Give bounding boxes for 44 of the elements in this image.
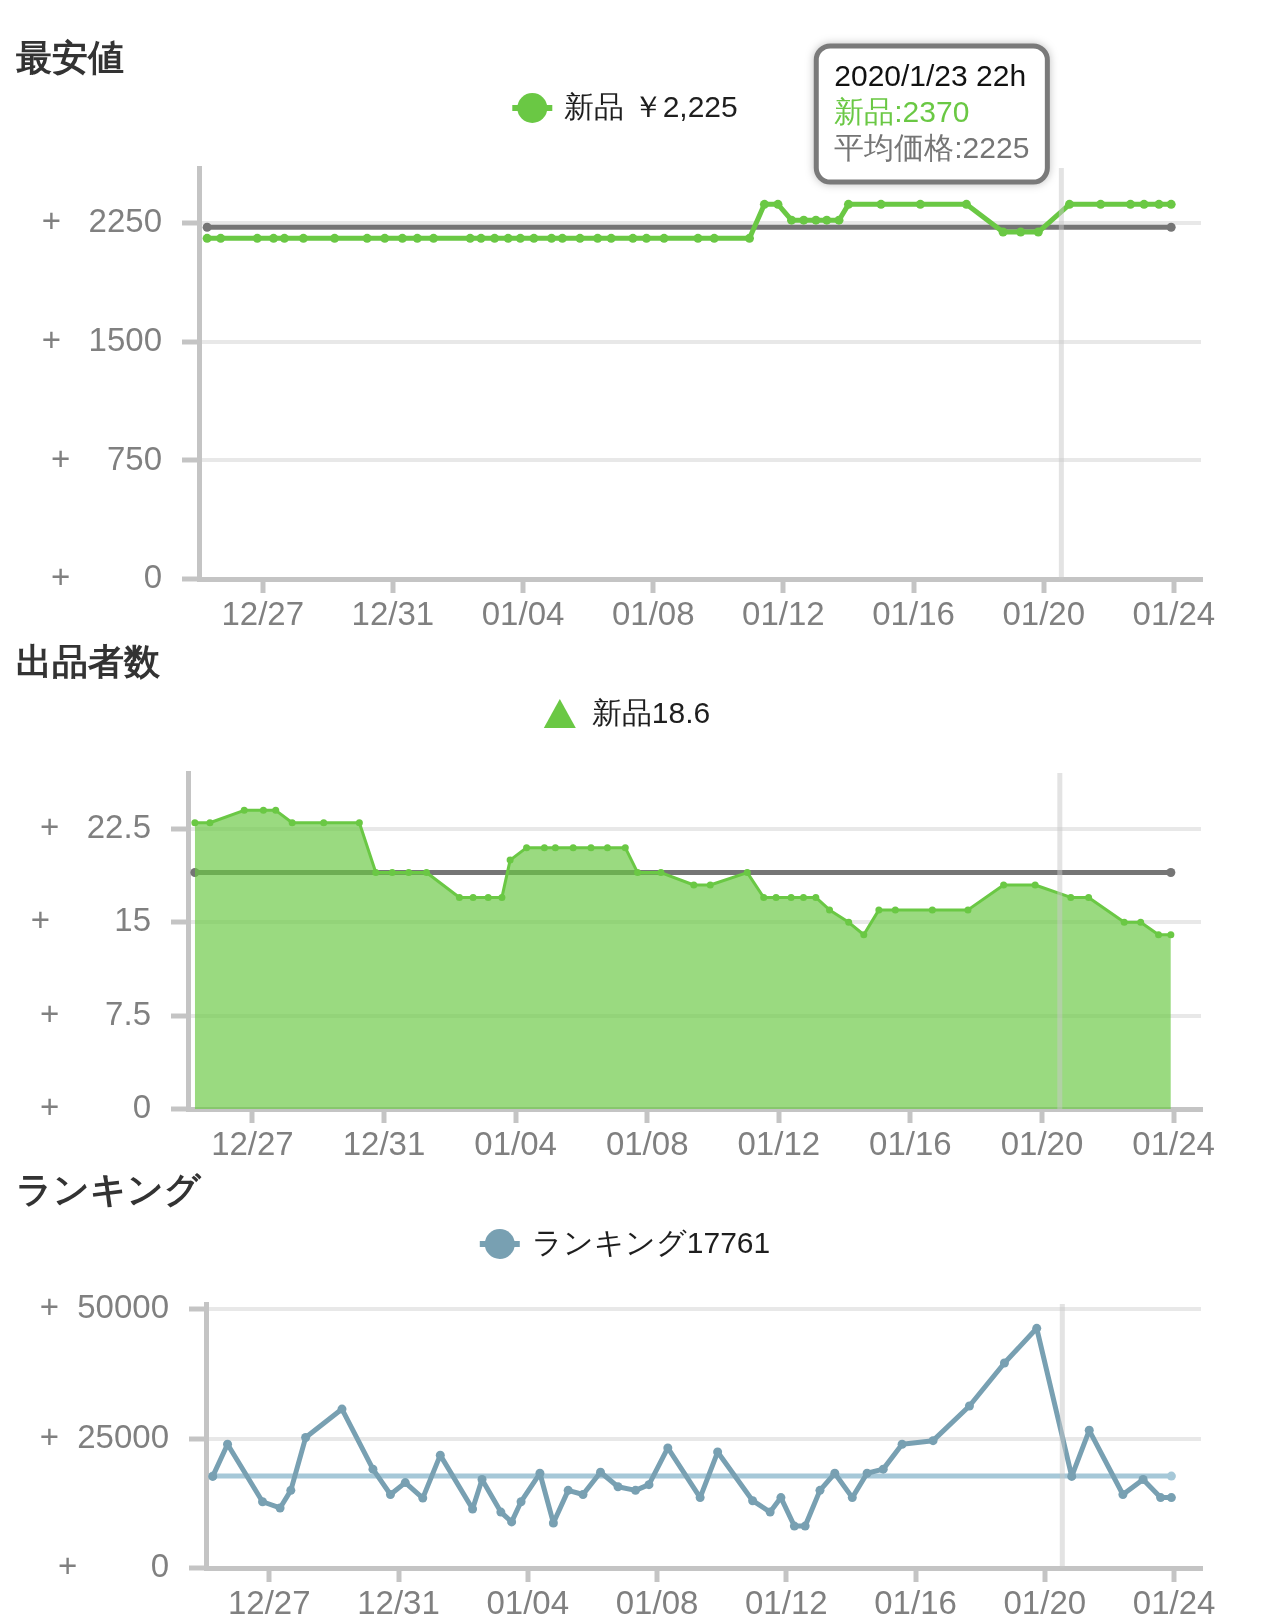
x-tick-label: 01/24 — [1132, 594, 1216, 632]
legend-label: 新品 ￥2,225 — [564, 90, 738, 124]
legend-label: 新品18.6 — [591, 696, 711, 730]
x-tick-label: 01/16 — [872, 594, 955, 632]
x-tick-label: 01/08 — [611, 594, 695, 632]
x-tick-label: 01/04 — [486, 1583, 570, 1619]
y-tick-label: + 2250 — [41, 202, 162, 240]
chart-title: 最安値 — [16, 36, 124, 78]
chart-title: ランキング — [16, 1168, 202, 1210]
y-tick-label: + 1500 — [41, 320, 162, 358]
x-tick-label: 01/12 — [742, 594, 825, 632]
x-tick-label: 01/16 — [869, 1124, 952, 1162]
y-tick-label: + 7.5 — [40, 994, 151, 1032]
x-tick-label: 12/27 — [221, 594, 305, 632]
x-tick-label: 01/08 — [615, 1583, 699, 1619]
x-tick-label: 01/12 — [737, 1124, 821, 1162]
x-tick-label: 12/31 — [357, 1583, 440, 1619]
y-tick-label: + 15 — [30, 901, 151, 939]
y-tick-label: + 0 — [58, 1547, 169, 1585]
x-tick-label: 01/24 — [1132, 1124, 1215, 1162]
x-tick-label: 01/20 — [1002, 594, 1086, 632]
y-tick-label: + 0 — [51, 558, 162, 596]
text: 2020/1/23 22h — [834, 59, 1027, 93]
y-tick-label: + 25000 — [39, 1417, 169, 1455]
x-tick-label: 01/24 — [1132, 1583, 1216, 1619]
x-tick-label: 01/20 — [1003, 1583, 1087, 1619]
x-tick-label: 01/04 — [474, 1124, 557, 1162]
chart-title: 出品者数 — [16, 640, 161, 682]
y-tick-label: + 50000 — [39, 1288, 169, 1326]
y-tick-label: + 22.5 — [39, 808, 151, 846]
x-tick-label: 01/20 — [1000, 1124, 1084, 1162]
x-tick-label: 01/08 — [605, 1124, 689, 1162]
x-tick-label: 12/31 — [351, 594, 435, 632]
y-tick-label: + 0 — [40, 1088, 151, 1126]
x-tick-label: 12/27 — [227, 1583, 311, 1619]
x-tick-label: 01/16 — [874, 1583, 957, 1619]
x-tick-label: 12/27 — [211, 1124, 294, 1162]
text: 新品:2370 — [834, 95, 970, 129]
legend-label: ランキング17761 — [531, 1226, 771, 1260]
x-tick-label: 12/31 — [342, 1124, 426, 1162]
y-tick-label: + 750 — [50, 439, 162, 477]
x-tick-label: 01/04 — [481, 594, 565, 632]
x-tick-label: 01/12 — [745, 1583, 828, 1619]
text: 平均価格:2225 — [834, 131, 1030, 165]
